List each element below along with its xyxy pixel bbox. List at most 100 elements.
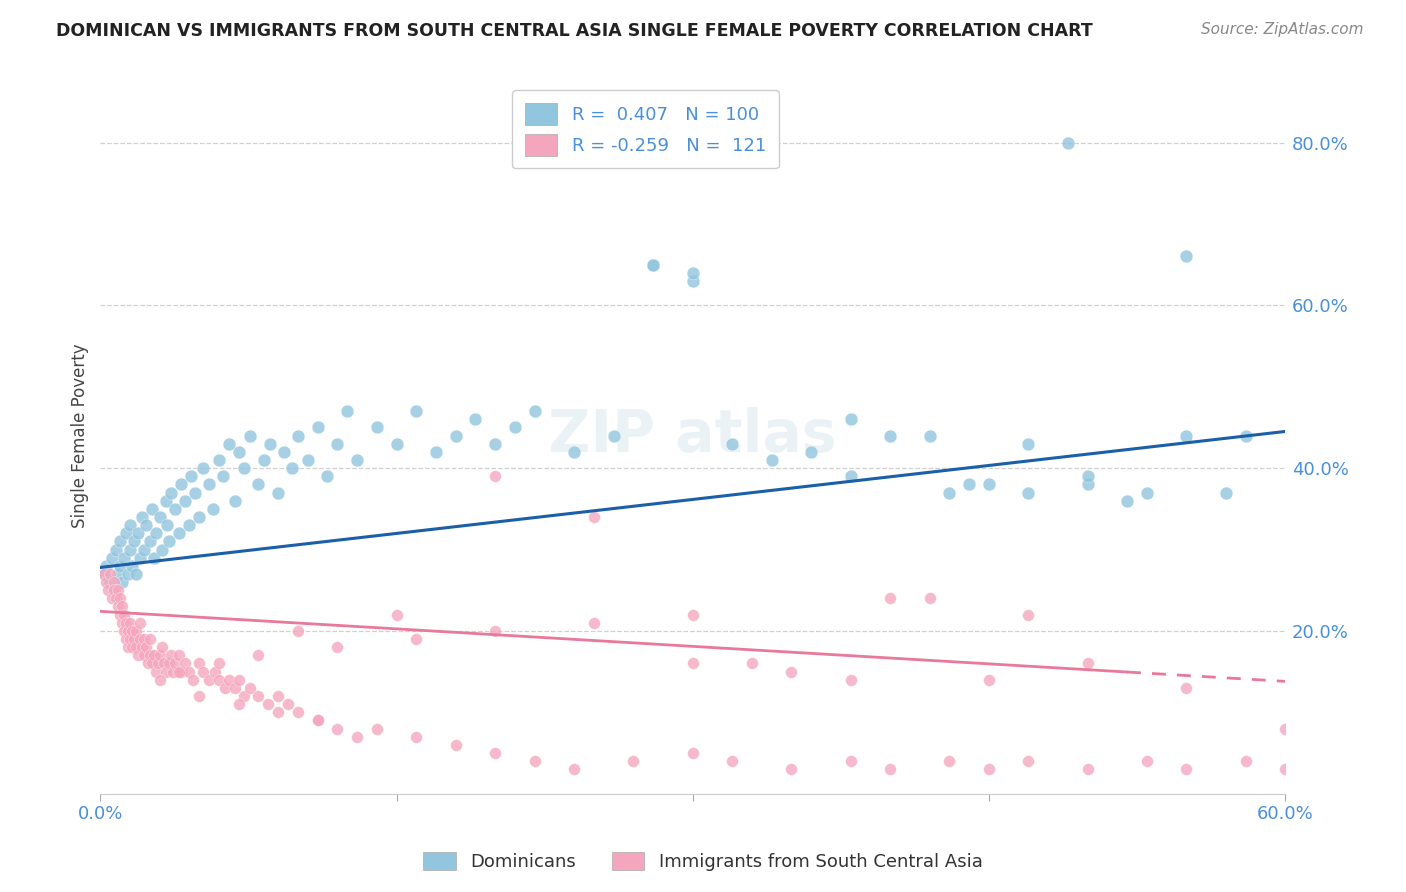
Point	[191, 665, 214, 679]
Point	[155, 493, 177, 508]
Point	[155, 665, 177, 679]
Point	[1215, 485, 1237, 500]
Point	[138, 648, 160, 663]
Legend: Dominicans, Immigrants from South Central Asia: Dominicans, Immigrants from South Centra…	[416, 845, 990, 879]
Point	[111, 575, 134, 590]
Point	[1017, 485, 1039, 500]
Point	[128, 615, 150, 630]
Point	[159, 657, 181, 671]
Point	[444, 738, 467, 752]
Point	[125, 640, 148, 655]
Point	[780, 665, 803, 679]
Point	[138, 632, 160, 646]
Point	[326, 640, 349, 655]
Point	[405, 404, 427, 418]
Point	[247, 477, 270, 491]
Point	[1234, 428, 1257, 442]
Point	[977, 762, 1000, 776]
Point	[125, 566, 148, 581]
Point	[107, 566, 129, 581]
Point	[118, 615, 141, 630]
Point	[1274, 762, 1296, 776]
Point	[1017, 754, 1039, 768]
Point	[761, 453, 783, 467]
Point	[107, 599, 129, 614]
Point	[1175, 762, 1198, 776]
Point	[115, 615, 138, 630]
Point	[523, 754, 546, 768]
Point	[121, 640, 143, 655]
Point	[1116, 493, 1139, 508]
Point	[188, 510, 211, 524]
Point	[879, 762, 901, 776]
Point	[233, 689, 256, 703]
Point	[135, 640, 157, 655]
Point	[108, 558, 131, 573]
Point	[118, 542, 141, 557]
Point	[800, 445, 823, 459]
Point	[218, 436, 240, 450]
Point	[957, 477, 980, 491]
Point	[1136, 754, 1159, 768]
Point	[1274, 722, 1296, 736]
Point	[125, 624, 148, 638]
Point	[208, 453, 231, 467]
Point	[484, 746, 506, 760]
Point	[128, 632, 150, 646]
Point	[149, 510, 172, 524]
Point	[484, 436, 506, 450]
Point	[839, 673, 862, 687]
Point	[107, 583, 129, 598]
Point	[170, 665, 193, 679]
Point	[214, 681, 236, 695]
Point	[105, 591, 128, 606]
Point	[160, 648, 183, 663]
Point	[247, 648, 270, 663]
Point	[132, 648, 155, 663]
Point	[179, 665, 201, 679]
Point	[169, 648, 191, 663]
Point	[149, 673, 172, 687]
Point	[682, 266, 704, 280]
Point	[141, 657, 163, 671]
Point	[721, 436, 744, 450]
Point	[346, 730, 368, 744]
Text: ZIP atlas: ZIP atlas	[548, 407, 837, 464]
Point	[879, 428, 901, 442]
Point	[112, 624, 135, 638]
Point	[307, 714, 329, 728]
Point	[623, 754, 645, 768]
Point	[174, 657, 197, 671]
Point	[239, 681, 262, 695]
Point	[184, 485, 207, 500]
Point	[839, 469, 862, 483]
Point	[918, 591, 941, 606]
Point	[1175, 681, 1198, 695]
Point	[162, 665, 184, 679]
Point	[228, 697, 250, 711]
Point	[198, 673, 221, 687]
Point	[582, 615, 605, 630]
Point	[159, 534, 181, 549]
Point	[839, 754, 862, 768]
Point	[188, 657, 211, 671]
Point	[131, 510, 153, 524]
Point	[1077, 657, 1099, 671]
Point	[108, 607, 131, 622]
Point	[97, 583, 120, 598]
Point	[247, 689, 270, 703]
Point	[117, 624, 139, 638]
Point	[108, 534, 131, 549]
Point	[160, 485, 183, 500]
Point	[582, 510, 605, 524]
Point	[643, 258, 665, 272]
Point	[277, 697, 299, 711]
Point	[503, 420, 526, 434]
Point	[103, 583, 125, 598]
Point	[464, 412, 486, 426]
Point	[326, 436, 349, 450]
Point	[188, 689, 211, 703]
Point	[169, 526, 191, 541]
Point	[142, 648, 165, 663]
Point	[103, 575, 125, 590]
